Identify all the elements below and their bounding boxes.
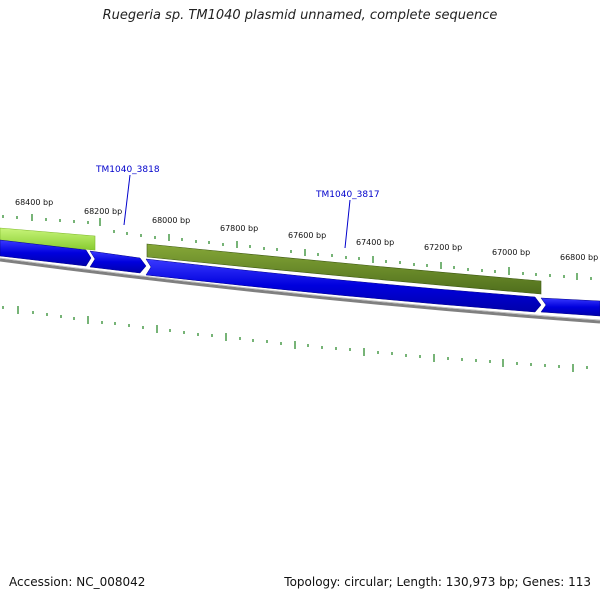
ruler-label: 68200 bp	[84, 207, 122, 216]
gene-label-tm1040-3818: TM1040_3818	[95, 165, 160, 175]
ruler-label: 67400 bp	[356, 238, 394, 247]
backbone-highlight	[0, 257, 600, 321]
cds-arrow	[89, 250, 147, 274]
outer-ruler	[2, 214, 592, 280]
gene-label-tm1040-3817: TM1040_3817	[315, 190, 380, 200]
cds-arrow	[145, 258, 542, 313]
cds-track	[0, 239, 600, 317]
backbone-circle	[0, 258, 600, 324]
gene-callouts: TM1040_3818 TM1040_3817	[95, 165, 380, 249]
ruler-label: 68000 bp	[152, 216, 190, 225]
ruler-label: 67600 bp	[288, 231, 326, 240]
ruler-label: 67000 bp	[492, 248, 530, 257]
accession-text: Accession: NC_008042	[9, 575, 146, 589]
ruler-label: 66800 bp	[560, 253, 598, 262]
feature-dark-green	[146, 243, 542, 295]
cds-arrow	[540, 297, 600, 317]
ruler-label: 67800 bp	[220, 224, 258, 233]
map-title: Ruegeria sp. TM1040 plasmid unnamed, com…	[102, 8, 498, 23]
gene-callout-line	[344, 199, 351, 249]
ruler-label: 68400 bp	[15, 198, 53, 207]
ruler-label: 67200 bp	[424, 243, 462, 252]
feature-light-green	[0, 227, 96, 251]
ruler-labels: 68400 bp 68200 bp 68000 bp 67800 bp 6760…	[15, 198, 598, 262]
gene-callout-line	[123, 174, 131, 226]
inner-ruler	[2, 306, 588, 372]
cds-arrow	[0, 239, 92, 267]
topology-summary-text: Topology: circular; Length: 130,973 bp; …	[284, 575, 591, 589]
feature-track	[0, 227, 542, 295]
